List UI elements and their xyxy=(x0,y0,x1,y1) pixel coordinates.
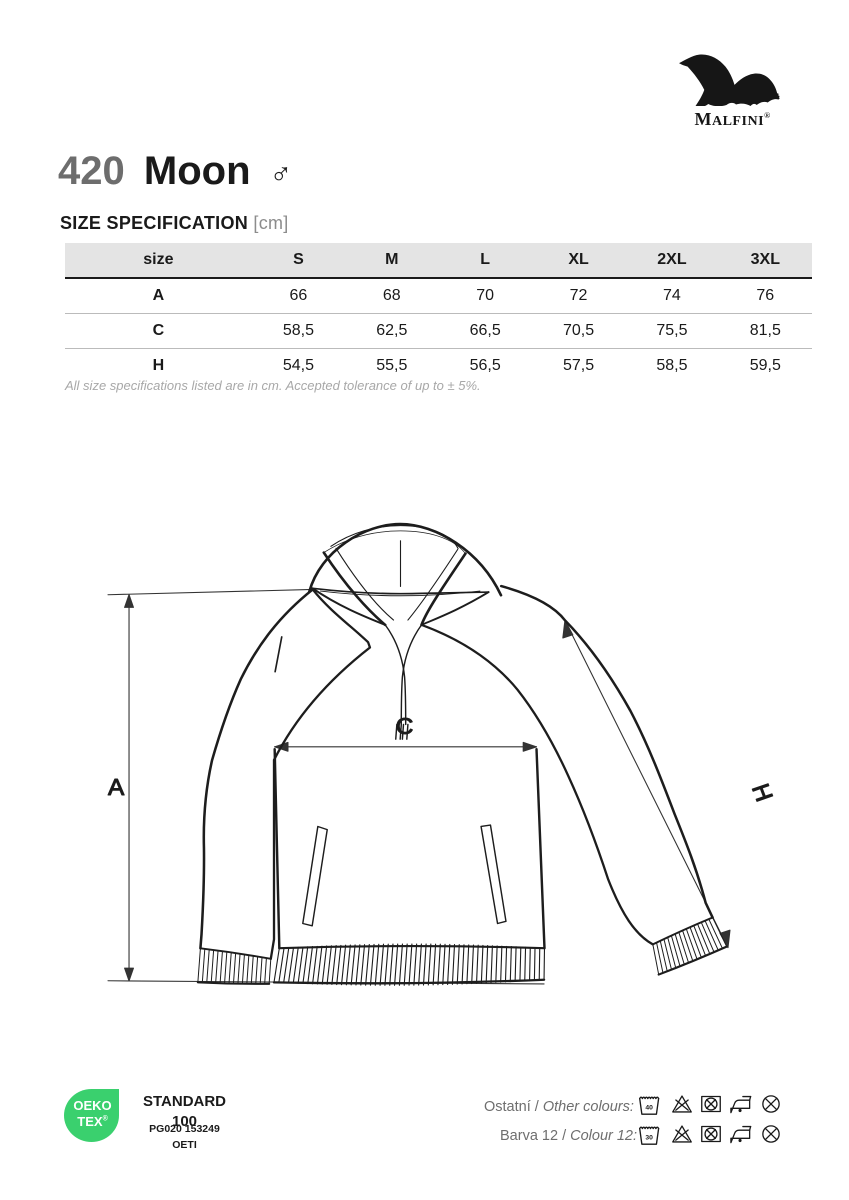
svg-text:30: 30 xyxy=(645,1135,653,1142)
svg-text:40: 40 xyxy=(645,1105,653,1112)
svg-text:H: H xyxy=(746,780,778,805)
svg-text:A: A xyxy=(108,775,124,801)
svg-text:C: C xyxy=(396,713,414,739)
